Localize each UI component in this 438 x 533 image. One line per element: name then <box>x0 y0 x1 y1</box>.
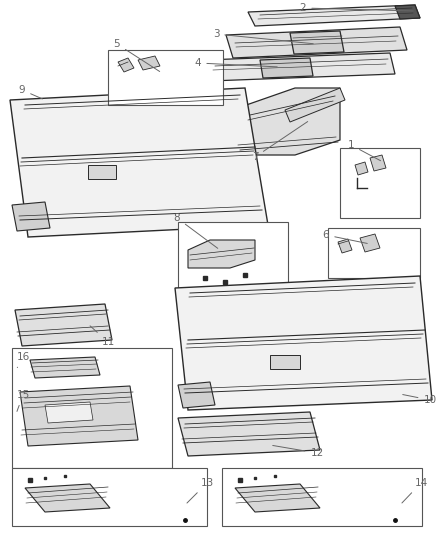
Polygon shape <box>188 240 255 268</box>
Polygon shape <box>290 31 344 54</box>
Polygon shape <box>248 5 420 26</box>
Text: 10: 10 <box>403 394 437 405</box>
Bar <box>328 228 420 278</box>
Polygon shape <box>370 155 386 171</box>
Text: 16: 16 <box>16 352 30 368</box>
Polygon shape <box>45 402 93 423</box>
Polygon shape <box>10 88 268 237</box>
Text: 1: 1 <box>348 140 381 160</box>
Text: 7: 7 <box>252 122 307 162</box>
Polygon shape <box>12 202 50 231</box>
Text: 11: 11 <box>90 326 115 347</box>
Polygon shape <box>226 27 407 58</box>
Polygon shape <box>138 56 160 70</box>
Text: 15: 15 <box>16 390 30 411</box>
Polygon shape <box>338 239 352 253</box>
Bar <box>340 148 420 218</box>
Text: 8: 8 <box>174 213 218 248</box>
Bar <box>108 50 223 105</box>
Polygon shape <box>175 276 432 410</box>
Polygon shape <box>395 5 420 19</box>
Polygon shape <box>118 58 134 72</box>
Polygon shape <box>25 484 110 512</box>
Polygon shape <box>20 386 138 446</box>
Polygon shape <box>205 53 395 81</box>
Polygon shape <box>178 382 215 408</box>
Bar <box>12 468 207 526</box>
Text: 5: 5 <box>114 39 160 71</box>
Text: 4: 4 <box>194 58 277 68</box>
Polygon shape <box>235 484 320 512</box>
Text: 3: 3 <box>213 29 313 44</box>
Text: 6: 6 <box>323 230 367 244</box>
Polygon shape <box>30 357 100 378</box>
Bar <box>178 222 288 302</box>
Polygon shape <box>232 88 340 155</box>
Polygon shape <box>285 88 345 122</box>
Polygon shape <box>15 304 112 346</box>
Text: 13: 13 <box>187 478 214 503</box>
Polygon shape <box>178 412 320 456</box>
Bar <box>88 165 116 179</box>
Polygon shape <box>360 234 380 252</box>
Polygon shape <box>355 162 368 175</box>
Text: 9: 9 <box>19 85 42 99</box>
Bar <box>222 468 422 526</box>
Polygon shape <box>260 58 313 78</box>
Text: 12: 12 <box>273 446 324 458</box>
Text: 2: 2 <box>300 3 413 13</box>
Bar <box>12 348 172 468</box>
Text: 14: 14 <box>402 478 427 503</box>
Bar <box>270 355 300 369</box>
